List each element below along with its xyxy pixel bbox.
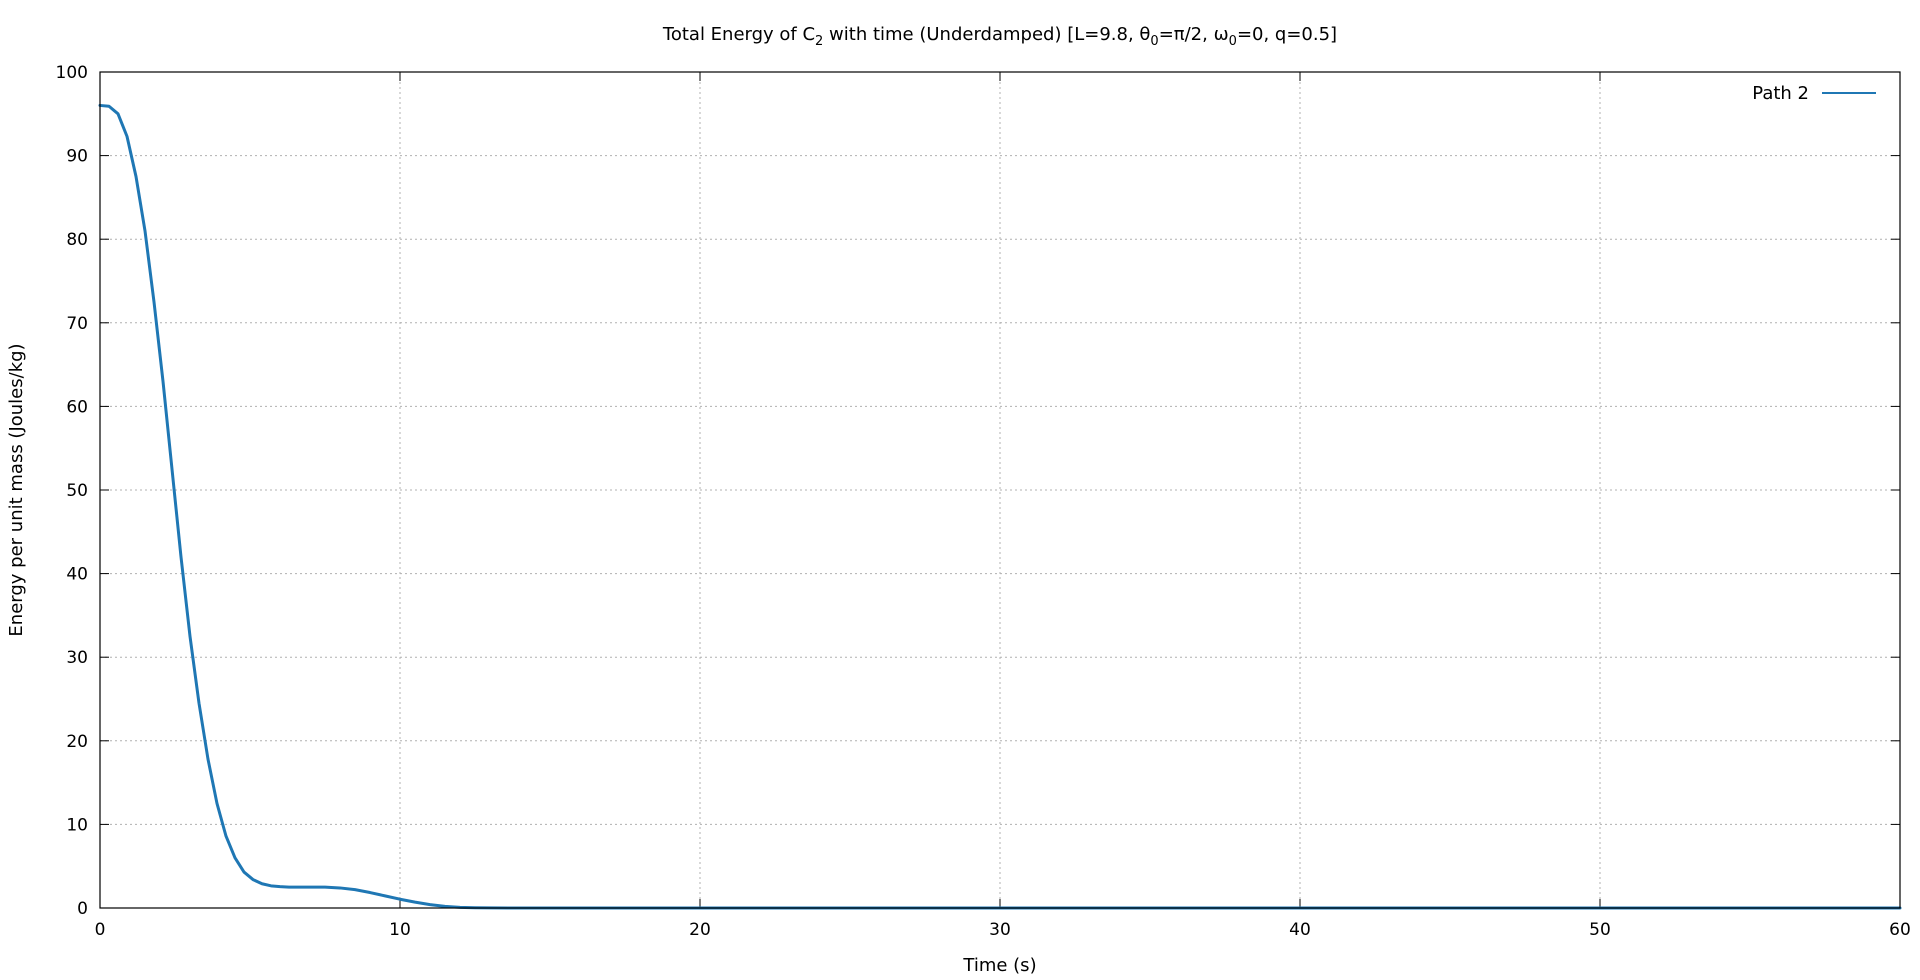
y-tick-label: 60 — [66, 397, 88, 417]
x-tick-labels: 0 10 20 30 40 50 60 — [95, 920, 1911, 940]
title-part-mid-2: =π/2, ω — [1159, 24, 1229, 45]
y-axis-title: Energy per unit mass (Joules/kg) — [6, 343, 27, 636]
y-tick-label: 80 — [66, 230, 88, 250]
title-part-suffix: =0, q=0.5] — [1237, 24, 1337, 45]
title-sub-3: 0 — [1229, 34, 1237, 49]
y-tick-label: 10 — [66, 815, 88, 835]
y-tick-labels: 0 10 20 30 40 50 60 70 80 90 100 — [56, 63, 88, 919]
legend-label-path-2: Path 2 — [1752, 83, 1809, 104]
x-tick-label: 40 — [1289, 920, 1311, 940]
y-tick-label: 0 — [77, 899, 88, 919]
y-tick-label: 100 — [56, 63, 88, 83]
y-tick-label: 40 — [66, 565, 88, 585]
title-part-mid-1: with time (Underdamped) [L=9.8, θ — [823, 24, 1150, 45]
y-tick-label: 30 — [66, 648, 88, 668]
y-tick-label: 50 — [66, 481, 88, 501]
title-sub-2: 0 — [1150, 34, 1158, 49]
plot-frame — [99, 71, 1901, 909]
y-tick-label: 20 — [66, 732, 88, 752]
grid-lines — [100, 72, 1900, 908]
title-sub-1: 2 — [815, 34, 823, 49]
chart-title: Total Energy of C2 with time (Underdampe… — [662, 24, 1337, 49]
x-tick-label: 20 — [689, 920, 711, 940]
x-tick-label: 10 — [389, 920, 411, 940]
x-axis-title: Time (s) — [962, 955, 1036, 976]
x-tick-label: 50 — [1589, 920, 1611, 940]
title-part-prefix: Total Energy of C — [662, 24, 815, 45]
x-tick-label: 60 — [1889, 920, 1911, 940]
y-tick-label: 90 — [66, 147, 88, 167]
legend: Path 2 — [1752, 83, 1876, 104]
x-tick-label: 30 — [989, 920, 1011, 940]
x-tick-label: 0 — [95, 920, 106, 940]
y-tick-label: 70 — [66, 314, 88, 334]
